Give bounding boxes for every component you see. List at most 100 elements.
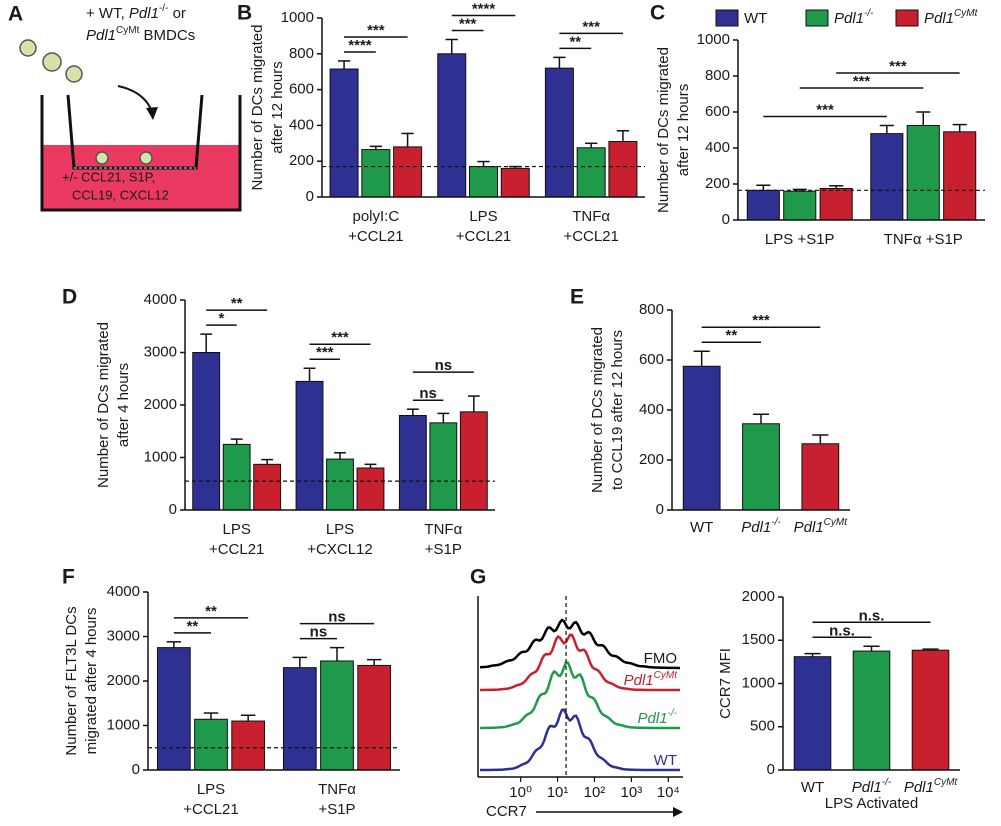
- y-tick-label: 200: [705, 175, 730, 192]
- x-tick-label: LPS: [326, 521, 354, 538]
- x-tick-label: TNFα: [318, 781, 356, 798]
- y-axis-label: after 4 hours: [115, 363, 132, 447]
- x-tick-label: Pdl1CyMt: [794, 517, 849, 536]
- y-tick-label: 600: [289, 81, 314, 98]
- significance-label: **: [187, 618, 199, 635]
- bar: [852, 650, 891, 771]
- cell: [42, 52, 62, 72]
- x-tick-label: Pdl1-/-: [852, 777, 892, 796]
- legend-swatch: [715, 9, 739, 27]
- x-tick-label: 10²: [584, 784, 606, 801]
- y-tick-label: 3000: [107, 627, 140, 644]
- diagram-text: Pdl1CyMt BMDCs: [86, 25, 195, 44]
- label-text: WT: [654, 752, 677, 769]
- y-axis-label: CCR7 MFI: [717, 648, 734, 719]
- panel-a: A + WT, Pdl1-/- or Pdl1CyMt BMDCs +/- CC…: [8, 3, 242, 212]
- panel-label: C: [650, 2, 665, 25]
- x-tick-label: +CCL21: [348, 228, 403, 245]
- label-text: Pdl1: [924, 10, 954, 27]
- legend-label: WT: [744, 10, 767, 27]
- arrow-head: [146, 107, 158, 120]
- y-axis-label: Number of DCs migrated: [655, 47, 672, 213]
- significance-label: ***: [316, 344, 334, 361]
- y-tick-label: 400: [705, 139, 730, 156]
- label-sup: -/-: [771, 517, 781, 528]
- significance-label: ****: [348, 37, 372, 54]
- y-axis-label: Number of DCs migrated: [249, 25, 266, 191]
- label-text: Pdl1: [904, 779, 934, 796]
- bar: [783, 190, 817, 221]
- x-tick-label: +S1P: [318, 801, 355, 818]
- significance-label: ****: [472, 0, 496, 17]
- x-tick-label: +CCL21: [183, 801, 238, 818]
- x-axis-label: LPS Activated: [825, 795, 918, 812]
- cell: [95, 151, 109, 165]
- bar: [398, 415, 427, 511]
- y-tick-label: 800: [639, 301, 664, 318]
- x-tick-label: Pdl1-/-: [741, 517, 781, 536]
- x-tick-label: +CXCL12: [307, 541, 372, 558]
- label-text: Pdl1: [794, 519, 824, 536]
- x-tick-label: TNFα: [424, 521, 462, 538]
- y-tick-label: 2000: [107, 672, 140, 689]
- panel-label: D: [62, 286, 77, 309]
- y-tick-label: 600: [705, 103, 730, 120]
- x-tick-label: 10⁰: [509, 784, 532, 801]
- bar: [357, 664, 392, 771]
- y-tick-label: 4000: [144, 291, 177, 308]
- y-axis-label: to CCL19 after 12 hours: [609, 330, 626, 490]
- x-tick-label: Pdl1CyMt: [904, 777, 959, 796]
- diagram-text: +/- CCL21, S1P,: [62, 169, 155, 184]
- bar: [253, 463, 282, 511]
- density-curve: [480, 661, 680, 730]
- y-axis-label: Number of DCs migrated: [589, 327, 606, 493]
- significance-label: **: [569, 33, 581, 50]
- significance-label: ***: [459, 15, 477, 32]
- y-tick-label: 3000: [144, 343, 177, 360]
- label-text: Pdl1: [852, 779, 882, 796]
- legend-label: Pdl1-/-: [834, 8, 874, 27]
- x-tick-label: LPS: [197, 781, 225, 798]
- label-sup: -/-: [668, 708, 678, 719]
- bar: [194, 718, 228, 771]
- significance-label: *: [219, 310, 225, 327]
- y-tick-label: 800: [289, 45, 314, 62]
- significance-label: ***: [331, 329, 349, 346]
- bar: [320, 660, 354, 771]
- text: or: [168, 5, 186, 22]
- label-text: FMO: [644, 650, 677, 667]
- bar: [459, 411, 488, 511]
- cell: [65, 65, 83, 83]
- label-sup: -/-: [864, 8, 874, 19]
- bar: [222, 443, 251, 511]
- label-text: Pdl1: [834, 10, 864, 27]
- cell: [139, 151, 153, 165]
- y-tick-label: 1000: [281, 9, 314, 26]
- series-label: WT: [654, 752, 677, 769]
- bar: [906, 125, 940, 221]
- bar: [469, 166, 498, 198]
- label-sup: CyMt: [954, 8, 979, 19]
- significance-label: ***: [582, 18, 600, 35]
- x-tick-label: LPS: [222, 521, 250, 538]
- bar: [361, 149, 391, 198]
- sup: -/-: [159, 3, 168, 14]
- y-tick-label: 0: [306, 188, 314, 205]
- legend-label: Pdl1CyMt: [924, 8, 979, 27]
- significance-label: **: [231, 295, 243, 312]
- x-tick-label: +CCL21: [456, 228, 511, 245]
- density-curve: [480, 708, 680, 772]
- x-tick-label: LPS: [469, 208, 497, 225]
- x-tick-label: 10¹: [547, 784, 569, 801]
- panel-label: B: [237, 2, 252, 25]
- text: Pdl1: [86, 27, 116, 44]
- y-tick-label: 0: [767, 761, 775, 778]
- text: BMDCs: [139, 27, 195, 44]
- bar: [156, 647, 191, 771]
- bar: [682, 365, 721, 511]
- label-text: WT: [801, 779, 824, 796]
- bar: [393, 146, 423, 198]
- label-sup: CyMt: [654, 670, 679, 681]
- series-label: Pdl1-/-: [638, 708, 678, 727]
